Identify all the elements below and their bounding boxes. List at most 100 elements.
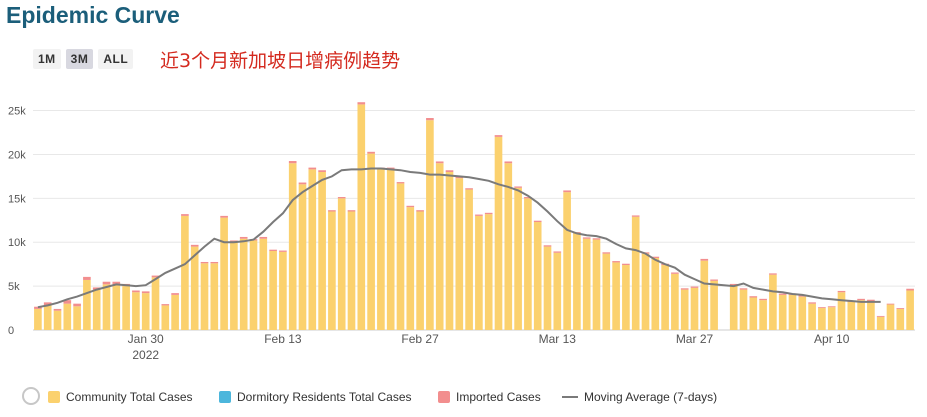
imported-bar bbox=[357, 102, 366, 105]
community-bar bbox=[602, 253, 611, 330]
imported-bar bbox=[406, 205, 415, 208]
range-selector: 1M 3M ALL bbox=[33, 49, 134, 69]
community-bar bbox=[661, 265, 669, 330]
community-bar bbox=[141, 293, 150, 330]
imported-bar bbox=[455, 176, 464, 179]
community-bar bbox=[876, 316, 885, 330]
imported-bar bbox=[279, 250, 287, 252]
community-bar bbox=[132, 292, 140, 330]
imported-bar bbox=[416, 210, 424, 212]
community-bar bbox=[818, 308, 826, 330]
legend-label-community: Community Total Cases bbox=[66, 390, 193, 404]
imported-bar bbox=[700, 258, 709, 261]
range-1m-button[interactable]: 1M bbox=[33, 49, 61, 69]
community-bar bbox=[416, 211, 424, 330]
imported-bar bbox=[749, 296, 758, 298]
legend-item-community[interactable]: Community Total Cases bbox=[48, 390, 193, 404]
imported-bar bbox=[827, 306, 836, 308]
page-title: Epidemic Curve bbox=[6, 2, 180, 28]
legend-line-moving-average bbox=[562, 396, 578, 398]
community-bar bbox=[896, 308, 905, 330]
imported-bar bbox=[200, 261, 209, 264]
community-bar bbox=[690, 287, 699, 330]
community-bar bbox=[788, 294, 797, 330]
imported-bar bbox=[896, 308, 905, 309]
imported-bar bbox=[367, 151, 375, 154]
x-tick-label: Feb 13 bbox=[264, 332, 302, 346]
imported-bar bbox=[220, 215, 228, 218]
legend-swatch-imported bbox=[438, 391, 450, 403]
legend-item-imported[interactable]: Imported Cases bbox=[438, 390, 541, 404]
community-bar bbox=[867, 301, 875, 330]
imported-bar bbox=[318, 170, 326, 172]
community-bar bbox=[573, 233, 581, 330]
imported-bar bbox=[259, 236, 268, 239]
legend-item-dormitory[interactable]: Dormitory Residents Total Cases bbox=[219, 390, 412, 404]
community-bar bbox=[112, 284, 121, 330]
community-bar bbox=[220, 217, 228, 330]
imported-bar bbox=[73, 303, 81, 307]
y-tick-label: 5k bbox=[8, 281, 20, 293]
community-bar bbox=[161, 305, 170, 330]
legend-item-moving-average[interactable]: Moving Average (7-days) bbox=[562, 390, 717, 404]
community-bar bbox=[847, 301, 856, 330]
community-bar bbox=[494, 136, 503, 330]
community-bar bbox=[181, 215, 189, 330]
moving-average-line bbox=[37, 167, 881, 309]
y-tick-label: 15k bbox=[8, 193, 26, 205]
community-bar bbox=[484, 214, 493, 330]
community-bar bbox=[543, 246, 552, 330]
community-bar bbox=[671, 273, 679, 330]
imported-bar bbox=[435, 161, 444, 164]
imported-bar bbox=[739, 288, 748, 290]
community-bar bbox=[886, 304, 895, 330]
community-bar bbox=[151, 277, 160, 330]
community-bar bbox=[622, 265, 630, 330]
community-bar bbox=[122, 286, 130, 330]
x-tick-label: Mar 13 bbox=[539, 332, 577, 346]
imported-bar bbox=[671, 272, 679, 274]
imported-bar bbox=[533, 220, 542, 223]
community-bar bbox=[710, 280, 718, 330]
range-all-button[interactable]: ALL bbox=[98, 49, 134, 69]
imported-bar bbox=[592, 238, 601, 240]
community-bar bbox=[651, 258, 660, 330]
community-bar bbox=[53, 310, 62, 330]
imported-bar bbox=[602, 252, 611, 254]
chart-legend: Community Total Cases Dormitory Resident… bbox=[0, 390, 927, 410]
imported-bar bbox=[680, 288, 689, 290]
imported-bar bbox=[759, 298, 767, 301]
community-bar bbox=[857, 300, 865, 330]
community-bar bbox=[524, 198, 532, 330]
community-bar bbox=[827, 307, 836, 330]
community-bar bbox=[445, 172, 454, 330]
community-bar bbox=[269, 251, 277, 330]
community-bar bbox=[102, 284, 111, 330]
imported-bar bbox=[141, 291, 150, 294]
community-bar bbox=[190, 246, 199, 330]
community-bar bbox=[582, 238, 591, 330]
imported-bar bbox=[269, 249, 277, 251]
imported-bar bbox=[514, 186, 522, 188]
epidemic-curve-chart: 0 5k 10k 15k 20k 25k Jan 30 2022 Feb 13 Feb 27 Mar… bbox=[8, 102, 915, 362]
community-bar bbox=[475, 215, 483, 330]
imported-bar bbox=[43, 302, 52, 306]
imported-bar bbox=[582, 237, 591, 239]
community-bar bbox=[318, 172, 326, 330]
imported-bar bbox=[181, 214, 189, 216]
community-bar bbox=[563, 192, 571, 330]
community-bar bbox=[631, 216, 640, 330]
community-bar bbox=[83, 279, 91, 330]
imported-bar bbox=[475, 214, 483, 216]
x-tick-label: Jan 30 bbox=[128, 332, 164, 346]
imported-bar bbox=[465, 188, 473, 190]
x-tick-sublabel: 2022 bbox=[132, 348, 159, 362]
legend-swatch-community bbox=[48, 391, 60, 403]
community-bar bbox=[435, 163, 444, 330]
imported-bar bbox=[729, 283, 738, 286]
community-bar bbox=[239, 238, 248, 330]
community-bar bbox=[347, 211, 356, 330]
range-3m-button[interactable]: 3M bbox=[65, 49, 94, 69]
imported-bar bbox=[818, 307, 826, 309]
community-bar bbox=[328, 211, 336, 330]
